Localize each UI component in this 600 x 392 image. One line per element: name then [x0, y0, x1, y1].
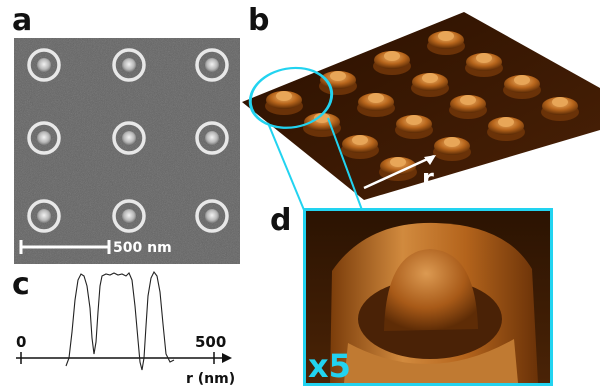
afm-nanostructure [433, 137, 471, 161]
afm-nanostructure [449, 95, 487, 119]
sem-ring [27, 199, 61, 233]
afm-nanostructure [395, 115, 433, 139]
panel-label-a: a [12, 3, 33, 38]
x-axis-arrow [222, 353, 232, 363]
sem-dot [205, 58, 219, 72]
sem-dot [122, 209, 136, 223]
afm-nanostructure [411, 73, 449, 97]
afm-axis-label: r [422, 164, 434, 192]
sem-dot [122, 58, 136, 72]
afm-nanostructure [341, 135, 379, 159]
panel-label-d: d [270, 203, 292, 238]
zoom-panel: x5 [303, 208, 553, 386]
afm-nanostructure [373, 51, 411, 75]
profile-x-axis-label: r (nm) [186, 371, 236, 387]
sem-ring [112, 48, 146, 82]
afm-3d-image [242, 12, 600, 200]
sem-ring [112, 121, 146, 155]
afm-nanostructure [357, 93, 395, 117]
afm-nanostructure [465, 53, 503, 77]
profile-tick-0: 0 [16, 333, 27, 351]
sem-dot [37, 131, 51, 145]
afm-nanostructure [487, 117, 525, 141]
sem-ring [112, 199, 146, 233]
sem-dot [37, 209, 51, 223]
panel-label-c: c [12, 267, 30, 302]
sem-ring [27, 48, 61, 82]
height-profile-chart [16, 270, 232, 371]
afm-nanostructure [265, 91, 303, 115]
sem-dot [122, 131, 136, 145]
magnification-label: x5 [308, 347, 351, 385]
sem-ring [27, 121, 61, 155]
scale-bar-label: 500 nm [113, 240, 172, 256]
sem-dot [205, 209, 219, 223]
sem-image [14, 38, 240, 264]
sem-ring [195, 48, 229, 82]
afm-nanostructure [319, 71, 357, 95]
afm-nanostructure [541, 97, 579, 121]
afm-nanostructure [503, 75, 541, 99]
zoomed-ring-image [306, 211, 550, 383]
profile-tick-500: 500 [195, 333, 227, 351]
afm-nanostructure [303, 113, 341, 137]
sem-ring [195, 199, 229, 233]
sem-ring [195, 121, 229, 155]
profile-line [65, 270, 175, 371]
panel-label-b: b [248, 3, 270, 38]
afm-nanostructure [427, 31, 465, 55]
sem-dot [205, 131, 219, 145]
sem-dot [37, 58, 51, 72]
